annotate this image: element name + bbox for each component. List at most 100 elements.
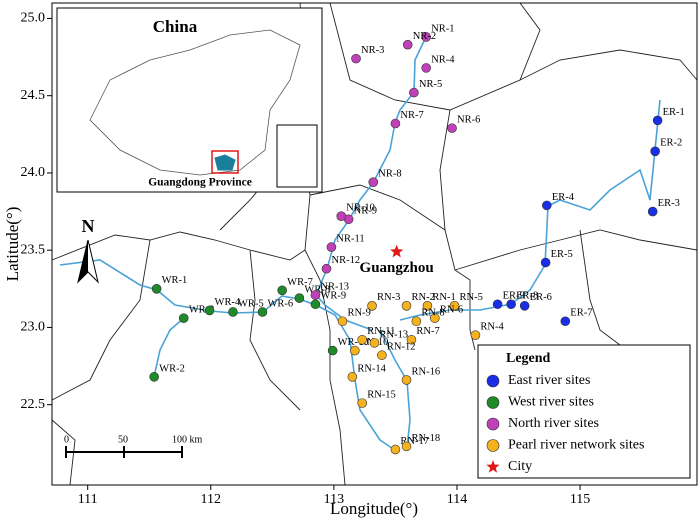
site-marker (351, 53, 361, 64)
site-marker (350, 345, 360, 356)
site-label: RN-13 (380, 329, 409, 340)
legend-marker (486, 396, 500, 409)
scale-label: 100 km (172, 434, 203, 445)
scale-label: 0 (64, 434, 69, 445)
city-label: Guangzhou (360, 260, 434, 276)
site-label: ER-6 (530, 292, 552, 303)
site-marker (390, 444, 401, 455)
site-marker (421, 63, 431, 73)
site-marker (310, 299, 321, 310)
inset-label: Guangdong Province (148, 177, 252, 189)
y-tick-label: 22.5 (21, 397, 46, 412)
legend-marker (486, 374, 500, 388)
site-label: WR-6 (267, 298, 293, 309)
site-label: NR-11 (336, 233, 364, 244)
site-marker (647, 206, 658, 217)
site-label: ER-2 (660, 138, 682, 149)
site-marker (411, 316, 422, 327)
legend: Legend East river sites West river sites N… (477, 344, 691, 479)
legend-label: Pearl river network sites (508, 438, 644, 453)
site-label: RN-14 (357, 363, 386, 374)
x-tick-label: 112 (201, 492, 221, 507)
site-marker (430, 313, 440, 323)
scale-bar (65, 446, 183, 458)
legend-label: West river sites (508, 395, 594, 410)
site-marker (347, 372, 358, 382)
site-marker (321, 263, 332, 274)
site-label: WR-4 (215, 297, 241, 308)
site-label: WR-8 (304, 284, 330, 295)
inset-map (56, 7, 323, 193)
site-label: ER-4 (552, 192, 575, 203)
site-label: ER-5 (551, 249, 573, 260)
legend-marker (486, 439, 500, 452)
site-marker (377, 350, 387, 361)
y-tick-label: 25.0 (21, 11, 46, 26)
site-marker (326, 242, 337, 252)
site-label: RN-8 (421, 308, 444, 319)
scale-label: 50 (118, 434, 128, 445)
site-label: ER-1 (663, 107, 685, 118)
site-label: WR-5 (238, 298, 264, 309)
site-label: NR-1 (431, 23, 454, 34)
site-marker (492, 299, 503, 310)
site-label: WR-2 (159, 363, 185, 374)
inset-title: China (153, 17, 198, 36)
y-axis-title: Latitude(°) (3, 207, 22, 282)
site-label: RN-7 (416, 326, 439, 337)
legend-marker (486, 417, 500, 431)
site-label: RN-1 (432, 292, 455, 303)
site-marker (652, 115, 663, 126)
site-marker (542, 200, 552, 211)
site-marker (560, 316, 571, 327)
site-label: ER-9 (503, 291, 525, 302)
site-label: ER-8 (516, 291, 538, 302)
site-marker (519, 300, 530, 311)
site-marker (204, 305, 215, 316)
site-marker (257, 307, 268, 317)
site-marker (401, 375, 412, 385)
legend-title: Legend (506, 351, 551, 366)
site-marker (540, 257, 551, 268)
site-marker (406, 334, 417, 345)
site-label: WR-9 (320, 291, 346, 302)
site-marker (149, 372, 159, 382)
site-label: NR-6 (457, 115, 480, 126)
site-label: WR-1 (162, 275, 188, 286)
site-label: NR-4 (431, 54, 455, 65)
north-arrow (77, 239, 99, 284)
site-label: NR-7 (400, 110, 423, 121)
site-label: RN-3 (377, 292, 400, 303)
site-label: RN-17 (400, 436, 429, 447)
site-label: NR-3 (361, 45, 384, 56)
site-marker (447, 123, 457, 133)
site-marker (367, 300, 377, 311)
site-marker (357, 334, 367, 345)
site-marker (337, 316, 348, 327)
boundaries (51, 2, 698, 486)
site-label: RN-6 (440, 305, 463, 316)
y-tick-label: 23.5 (21, 242, 46, 257)
city-marker (390, 244, 404, 258)
site-label: RN-2 (412, 292, 435, 303)
site-marker (228, 307, 238, 317)
legend-label: East river sites (508, 373, 590, 388)
site-marker (357, 398, 367, 408)
site-label: WR-3 (189, 305, 215, 316)
map-frame (51, 2, 698, 486)
site-label: RN-9 (347, 308, 370, 319)
y-tick-label: 24.0 (21, 165, 46, 180)
site-marker (506, 299, 516, 310)
site-label: WR-10 (338, 337, 369, 348)
site-marker (449, 300, 460, 311)
x-tick-label: 113 (324, 492, 344, 507)
site-label: NR-10 (346, 203, 375, 214)
site-marker (401, 300, 412, 311)
site-marker (421, 32, 431, 42)
site-label: NR-9 (354, 206, 377, 217)
site-marker (402, 39, 413, 50)
site-marker (336, 211, 347, 221)
site-label: NR-2 (413, 31, 436, 42)
site-label: NR-12 (331, 255, 360, 266)
site-marker (310, 290, 321, 300)
